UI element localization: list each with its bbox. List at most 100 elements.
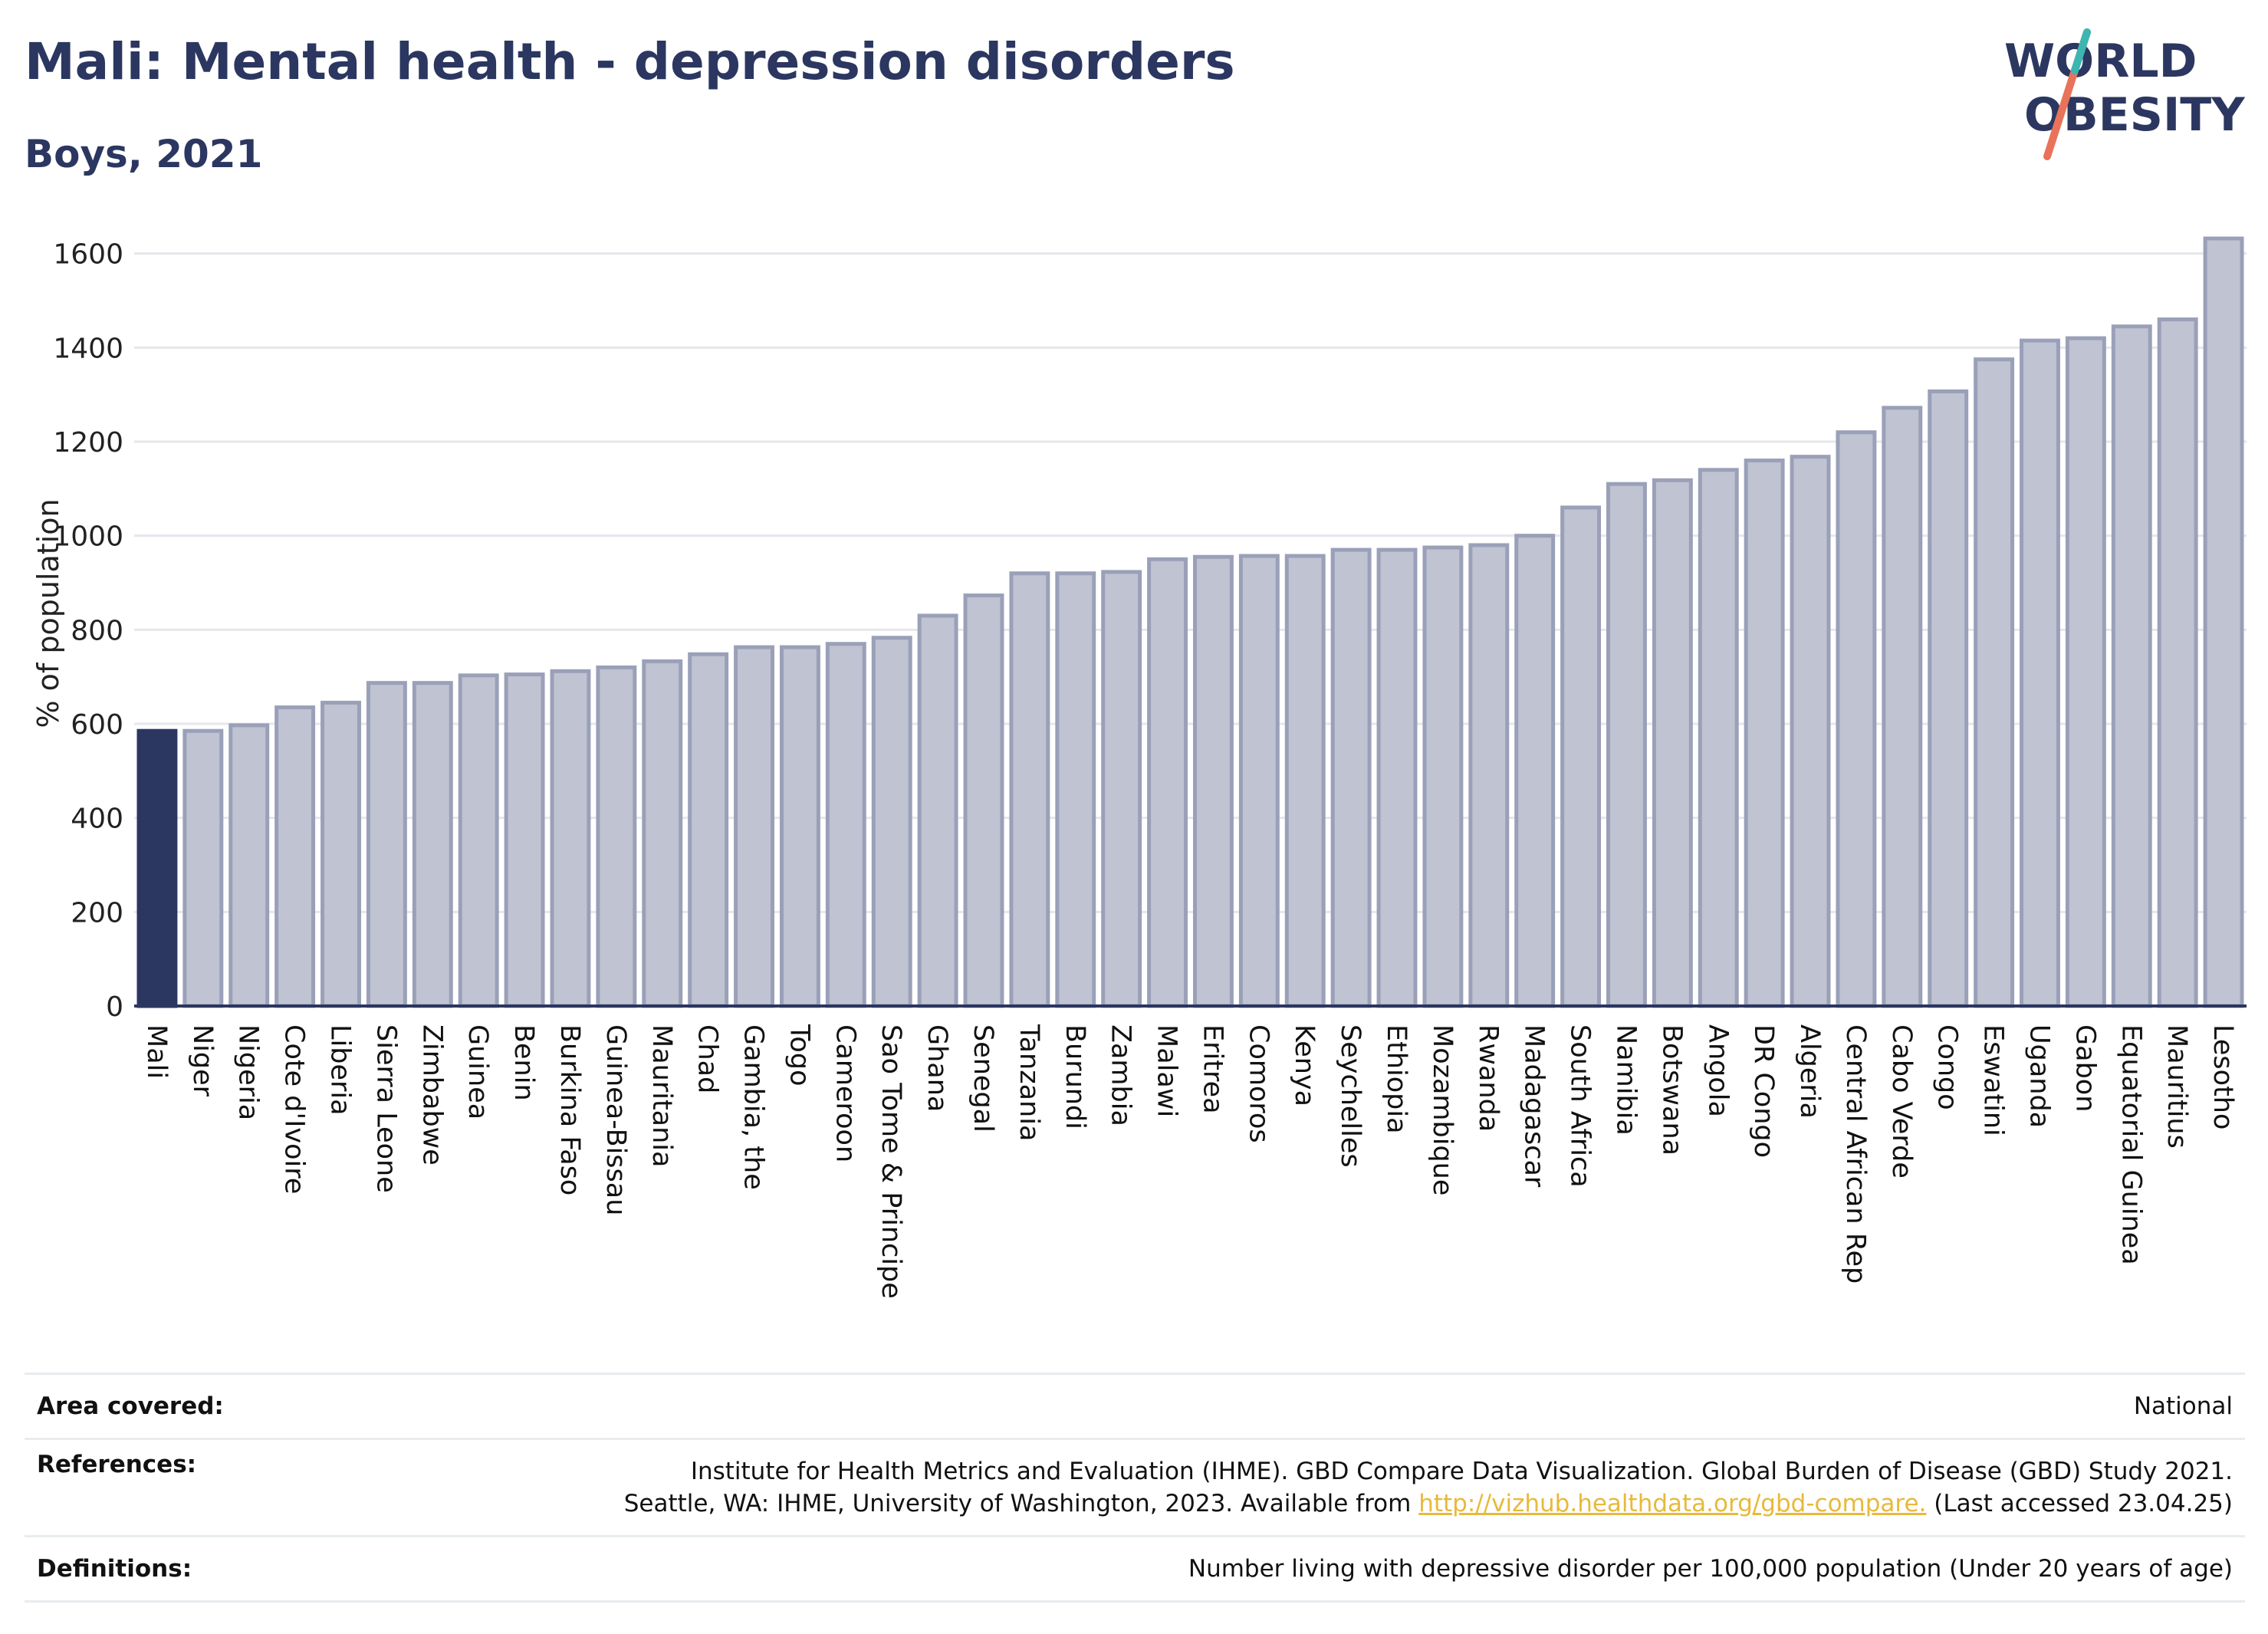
bar-namibia xyxy=(1606,482,1647,1008)
bar-chart: 0 200 400 600 800 1000 1200 1400 1600 Mali Niger Ni… xyxy=(31,236,2247,1299)
bar-gambia-the xyxy=(734,645,774,1008)
bar-niger xyxy=(182,728,224,1008)
chart-title: Mali: Mental health - depression disorde… xyxy=(25,32,1235,91)
info-row-references: References: Institute for Health Metrics… xyxy=(25,1438,2245,1535)
bar-sierra-leone xyxy=(366,681,407,1008)
x-tick-label: Ethiopia xyxy=(1381,1024,1412,1134)
bar-botswana xyxy=(1652,478,1693,1008)
x-tick-label: Rwanda xyxy=(1473,1024,1504,1132)
x-tick-label: Togo xyxy=(784,1024,814,1086)
bar-nigeria xyxy=(228,723,270,1008)
x-tick-label: Congo xyxy=(1932,1024,1963,1110)
x-tick-label: Madagascar xyxy=(1519,1024,1550,1188)
x-tick-label: Cote d'Ivoire xyxy=(279,1024,310,1194)
axes: 0 200 400 600 800 1000 1200 1400 1600 Mali Niger Ni… xyxy=(53,239,2247,1299)
bar-uganda xyxy=(2020,338,2060,1008)
world-obesity-logo: WORLD OBESITY xyxy=(2001,28,2254,166)
bar-mauritania xyxy=(642,659,683,1008)
x-tick-label: Burkina Faso xyxy=(554,1024,585,1195)
bar-eritrea xyxy=(1192,554,1234,1008)
x-tick-label: Zimbabwe xyxy=(416,1024,447,1165)
bar-kenya xyxy=(1284,554,1326,1008)
x-tick-label: South Africa xyxy=(1565,1024,1596,1188)
x-tick-label: Mali xyxy=(141,1024,172,1079)
y-tick-label: 600 xyxy=(71,709,123,741)
x-tick-label: Seychelles xyxy=(1335,1024,1366,1168)
y-tick-label: 1200 xyxy=(53,427,123,459)
bar-equatorial-guinea xyxy=(2111,324,2152,1008)
x-tick-label: Botswana xyxy=(1656,1024,1687,1156)
bar-chad xyxy=(688,652,729,1008)
bar-lesotho xyxy=(2203,236,2244,1008)
definitions-label: Definitions: xyxy=(37,1555,192,1583)
logo-line1: WORLD xyxy=(2004,35,2197,88)
bar-south-africa xyxy=(1560,505,1602,1008)
bar-congo xyxy=(1928,389,1969,1008)
x-tick-label: Senegal xyxy=(968,1024,998,1133)
bar-seychelles xyxy=(1330,547,1372,1008)
y-tick-label: 400 xyxy=(71,804,123,835)
references-line1: Institute for Health Metrics and Evaluat… xyxy=(690,1458,2233,1485)
bar-mali xyxy=(136,728,178,1008)
bar-liberia xyxy=(320,700,361,1008)
y-tick-label: 800 xyxy=(71,615,123,646)
references-value: Institute for Health Metrics and Evaluat… xyxy=(624,1455,2245,1520)
bar-eswatini xyxy=(1974,357,2015,1008)
x-tick-label: Mauritius xyxy=(2161,1024,2192,1149)
bar-benin xyxy=(504,672,545,1008)
bars xyxy=(136,236,2244,1008)
definitions-value: Number living with depressive disorder p… xyxy=(1188,1555,2233,1583)
info-row-definitions: Definitions: Number living with depressi… xyxy=(25,1535,2245,1603)
references-link[interactable]: http://vizhub.healthdata.org/gbd-compare… xyxy=(1418,1490,1927,1517)
y-tick-label: 0 xyxy=(106,991,123,1023)
x-tick-label: Niger xyxy=(187,1024,218,1097)
x-tick-label: Mauritania xyxy=(646,1024,677,1167)
x-tick-label: DR Congo xyxy=(1748,1024,1779,1158)
bar-burundi xyxy=(1055,571,1096,1008)
y-axis-label: % of population xyxy=(31,498,65,728)
x-tick-label: Gabon xyxy=(2069,1024,2100,1112)
bar-malawi xyxy=(1147,557,1188,1008)
x-tick-label: Eritrea xyxy=(1197,1024,1228,1114)
x-tick-label: Cabo Verde xyxy=(1886,1024,1917,1179)
bar-cameroon xyxy=(825,642,866,1008)
bar-cabo-verde xyxy=(1882,406,1923,1008)
references-line2-post: (Last accessed 23.04.25) xyxy=(1934,1490,2233,1517)
references-line2-pre: Seattle, WA: IHME, University of Washing… xyxy=(623,1490,1412,1517)
bar-mauritius xyxy=(2157,317,2198,1008)
x-tick-label: Central African Rep xyxy=(1840,1024,1871,1284)
bar-madagascar xyxy=(1514,534,1556,1008)
bar-algeria xyxy=(1790,455,1831,1008)
logo-slash-teal xyxy=(2071,28,2091,74)
bar-sao-tome-principe xyxy=(871,636,912,1008)
x-tick-label: Benin xyxy=(508,1024,539,1101)
bar-senegal xyxy=(963,593,1004,1008)
bar-guinea xyxy=(458,673,499,1008)
bar-comoros xyxy=(1238,554,1280,1008)
y-tick-label: 200 xyxy=(71,897,123,929)
x-tick-label: Lesotho xyxy=(2207,1024,2238,1129)
area-label: Area covered: xyxy=(37,1392,224,1420)
info-row-area: Area covered: National xyxy=(25,1373,2245,1438)
x-tick-label: Gambia, the xyxy=(738,1024,769,1190)
x-tick-label: Cameroon xyxy=(830,1024,860,1162)
x-tick-label: Sao Tome & Principe xyxy=(876,1024,906,1299)
references-label: References: xyxy=(37,1451,197,1478)
x-tick-label: Ghana xyxy=(922,1024,952,1112)
x-tick-label: Liberia xyxy=(325,1024,356,1116)
x-tick-label: Algeria xyxy=(1794,1024,1825,1119)
bar-dr-congo xyxy=(1744,459,1785,1008)
y-tick-label: 1400 xyxy=(53,333,123,364)
x-tick-label: Zambia xyxy=(1106,1024,1136,1126)
x-tick-label: Mozambique xyxy=(1427,1024,1458,1195)
bar-guinea-bissau xyxy=(596,665,637,1008)
x-tick-label: Angola xyxy=(1702,1024,1733,1117)
x-tick-label: Equatorial Guinea xyxy=(2115,1024,2146,1265)
area-value: National xyxy=(2133,1392,2233,1420)
bar-mozambique xyxy=(1422,545,1464,1008)
y-tick-label: 1000 xyxy=(53,521,123,553)
chart-subtitle: Boys, 2021 xyxy=(25,132,263,176)
bar-angola xyxy=(1698,468,1739,1008)
x-tick-label: Guinea xyxy=(462,1024,493,1119)
x-tick-label: Kenya xyxy=(1289,1024,1320,1106)
